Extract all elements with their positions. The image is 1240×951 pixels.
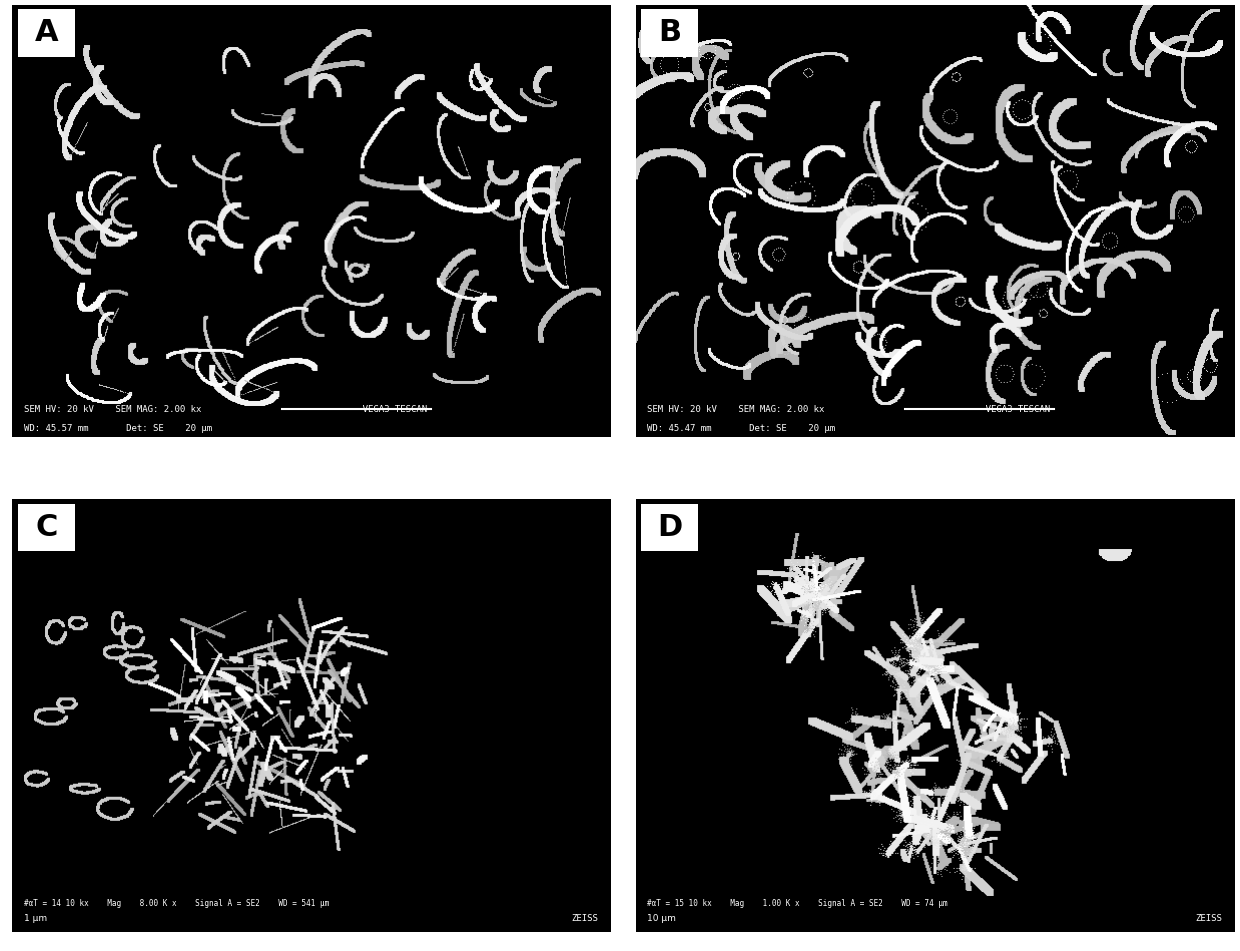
Bar (19, 504, 76, 552)
Text: #αT = 14 10 kx    Mag    8.00 K x    Signal A = SE2    WD = 541 μm: #αT = 14 10 kx Mag 8.00 K x Signal A = S… (25, 900, 330, 908)
Text: #αT = 15 10 kx    Mag    1.00 K x    Signal A = SE2    WD = 74 μm: #αT = 15 10 kx Mag 1.00 K x Signal A = S… (647, 900, 949, 908)
Text: D: D (657, 513, 682, 542)
Bar (19, 10, 76, 57)
Text: ZEISS: ZEISS (572, 914, 599, 923)
Bar (641, 504, 698, 552)
Text: C: C (36, 513, 58, 542)
Text: 10 μm: 10 μm (647, 914, 676, 923)
Text: A: A (35, 18, 58, 48)
Bar (641, 10, 698, 57)
Text: SEM HV: 20 kV    SEM MAG: 2.00 kx                              VEGA3 TESCAN: SEM HV: 20 kV SEM MAG: 2.00 kx VEGA3 TES… (25, 405, 428, 414)
Text: SEM HV: 20 kV    SEM MAG: 2.00 kx                              VEGA3 TESCAN: SEM HV: 20 kV SEM MAG: 2.00 kx VEGA3 TES… (647, 405, 1050, 414)
Text: WD: 45.57 mm       Det: SE    20 μm: WD: 45.57 mm Det: SE 20 μm (25, 424, 212, 433)
Text: 1 μm: 1 μm (25, 914, 47, 923)
Text: B: B (658, 18, 682, 48)
Text: ZEISS: ZEISS (1195, 914, 1221, 923)
Text: WD: 45.47 mm       Det: SE    20 μm: WD: 45.47 mm Det: SE 20 μm (647, 424, 836, 433)
